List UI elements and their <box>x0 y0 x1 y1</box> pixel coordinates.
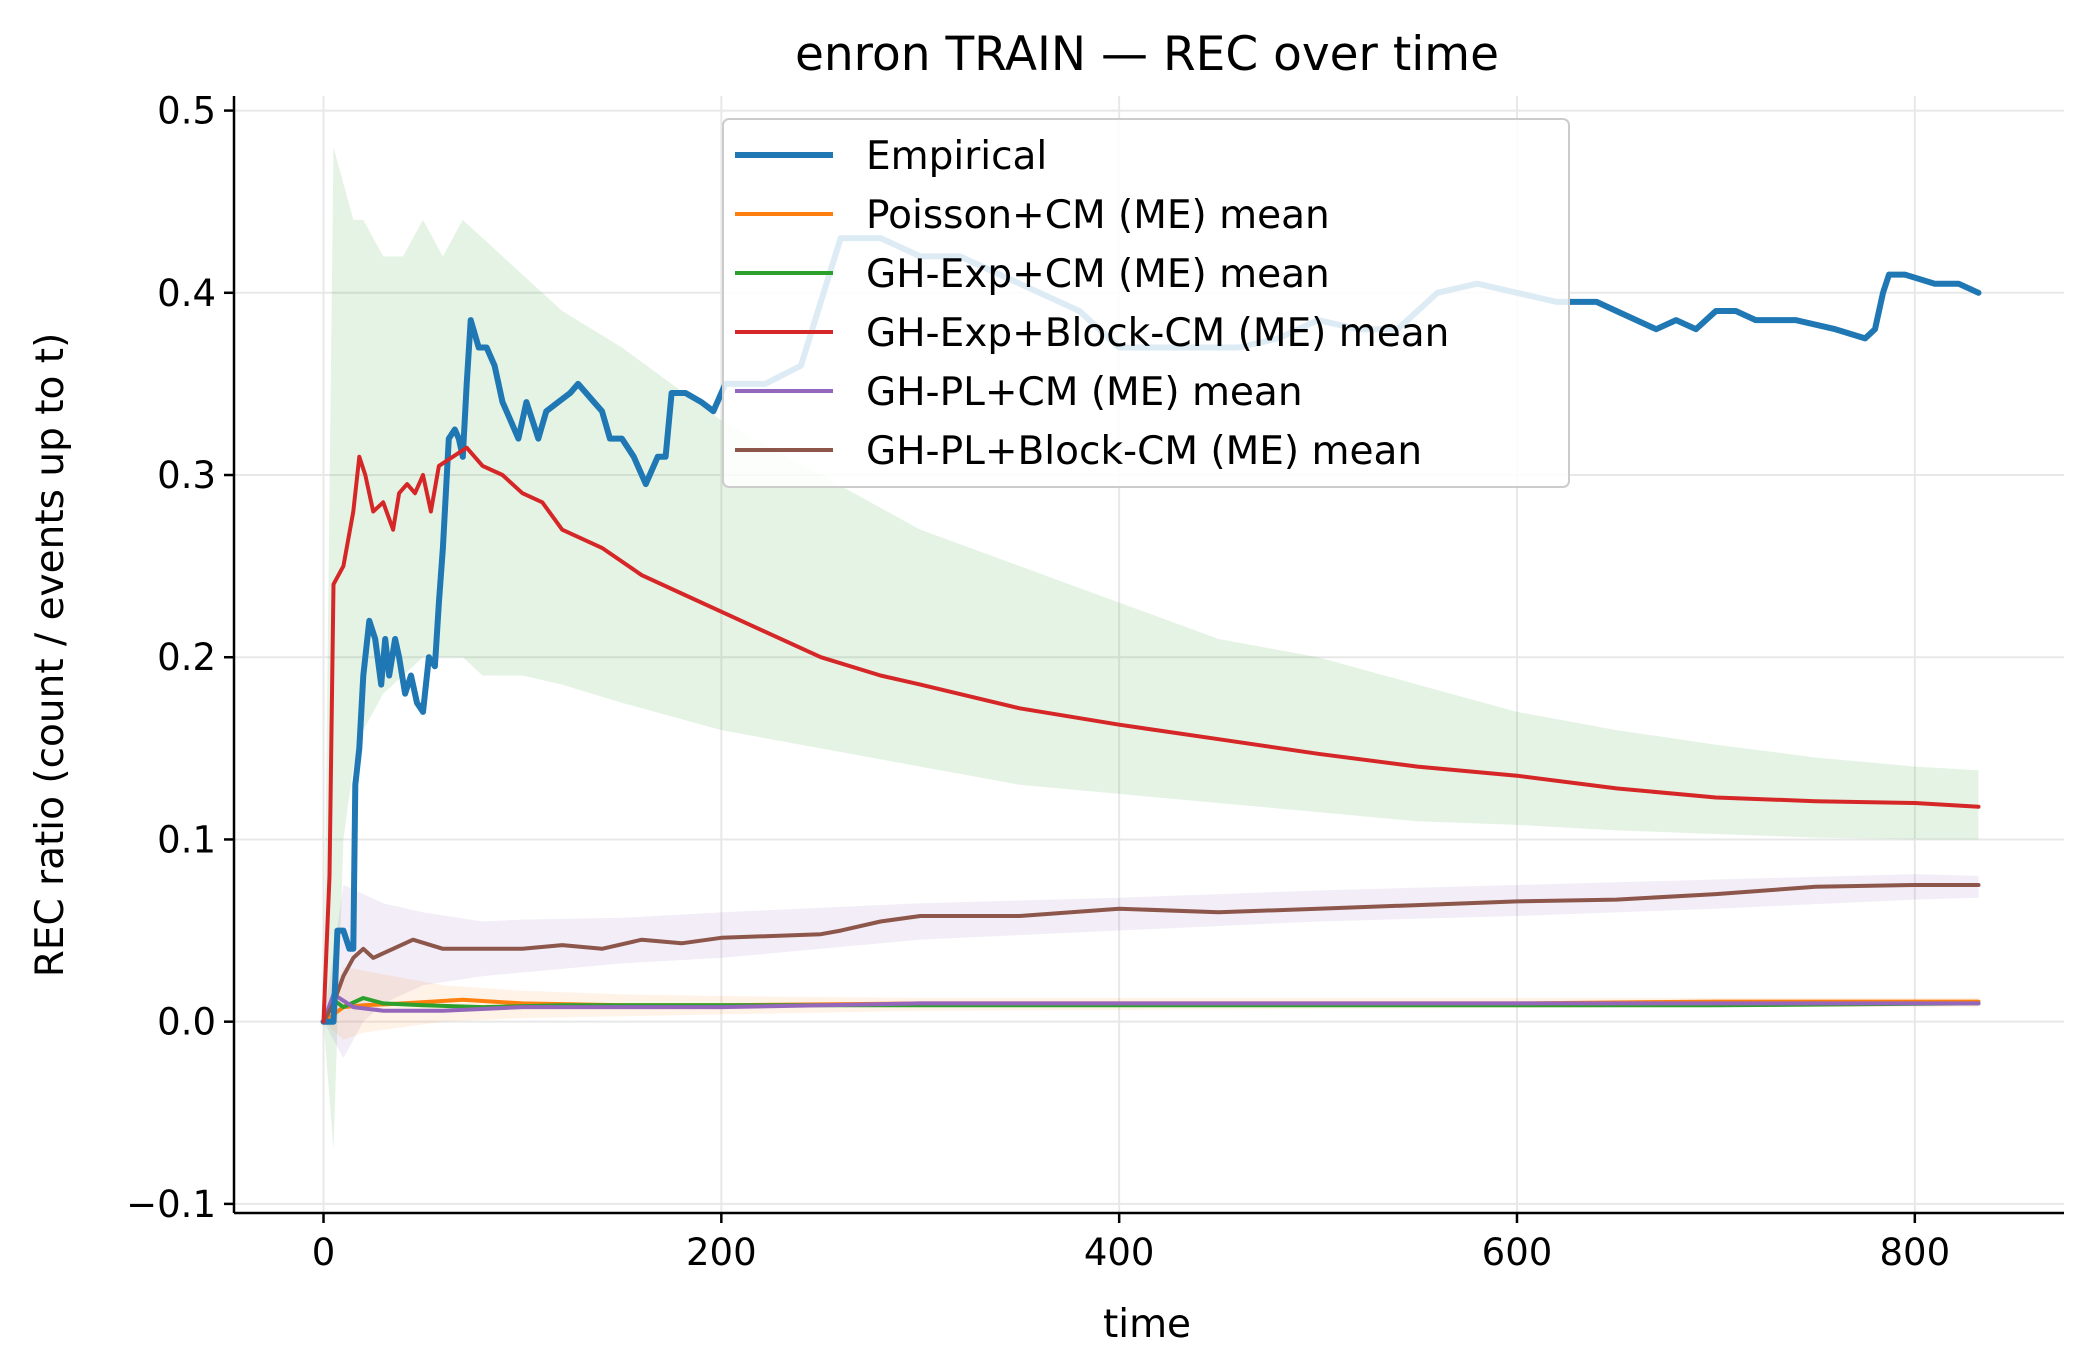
x-tick-label: 800 <box>1880 1231 1951 1274</box>
x-axis-label: time <box>1103 1302 1191 1347</box>
y-tick-label: 0.5 <box>157 90 216 133</box>
x-tick-label: 600 <box>1482 1231 1553 1274</box>
legend-label: Poisson+CM (ME) mean <box>866 193 1330 238</box>
legend-label: GH-PL+CM (ME) mean <box>866 370 1303 415</box>
series-line-empirical <box>320 235 1982 1025</box>
x-tick-label: 200 <box>686 1231 757 1274</box>
axes <box>232 96 2064 1215</box>
y-tick-label: −0.1 <box>126 1183 216 1226</box>
y-tick-label: 0.1 <box>157 818 216 861</box>
legend-box <box>722 118 1570 488</box>
gh-pl-block-cm-band <box>323 874 1979 1059</box>
y-ticks: −0.1 0.0 0.1 0.2 0.3 0.4 0.5 <box>126 90 234 1226</box>
legend-label: Empirical <box>866 134 1047 179</box>
series-line-gh-exp-block-cm-me-mean <box>321 445 1981 1024</box>
y-tick-label: 0.4 <box>157 272 216 315</box>
y-tick-label: 0.3 <box>157 454 216 497</box>
x-tick-label: 400 <box>1084 1231 1155 1274</box>
gh-exp-block-cm-band <box>323 147 1979 1150</box>
y-tick-label: 0.0 <box>157 1001 216 1044</box>
x-tick-label: 0 <box>312 1231 336 1274</box>
series-line-gh-pl-cm-me-mean <box>321 992 1981 1024</box>
series-lines <box>320 235 1982 1025</box>
legend: Empirical Poisson+CM (ME) mean GH-Exp+CM (… <box>722 118 1570 488</box>
legend-label: GH-PL+Block-CM (ME) mean <box>866 429 1422 474</box>
chart-title: enron TRAIN — REC over time <box>795 27 1499 82</box>
y-axis-label: REC ratio (count / events up to t) <box>28 333 73 978</box>
y-tick-label: 0.2 <box>157 636 216 679</box>
series-line-gh-pl-block-cm-me-mean <box>321 883 1981 1024</box>
legend-label: GH-Exp+Block-CM (ME) mean <box>866 311 1449 356</box>
x-ticks: 0 200 400 600 800 <box>312 1213 1950 1274</box>
legend-label: GH-Exp+CM (ME) mean <box>866 252 1330 297</box>
